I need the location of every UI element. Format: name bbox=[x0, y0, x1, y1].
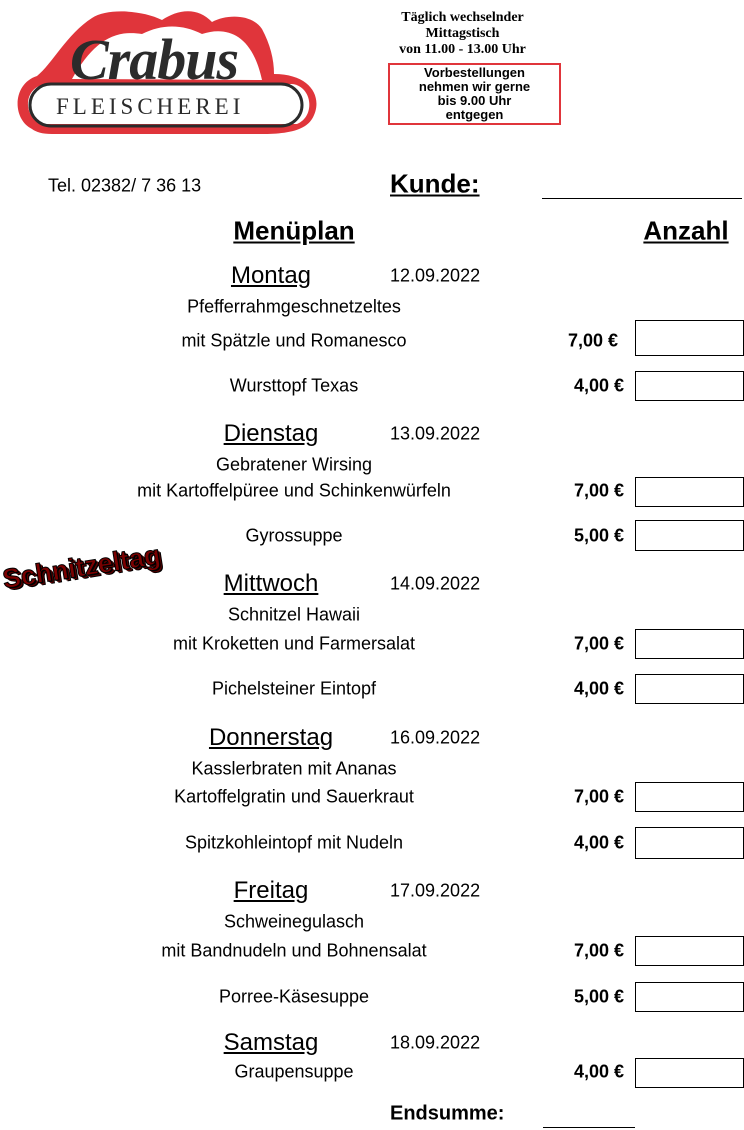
notice-line: von 11.00 - 13.00 Uhr bbox=[399, 42, 526, 57]
total-field[interactable] bbox=[543, 1127, 635, 1128]
dish-line: mit Bandnudeln und Bohnensalat bbox=[161, 940, 427, 961]
dish-line: Kasslerbraten mit Ananas bbox=[191, 758, 397, 779]
lunch-hours-notice: Täglich wechselnder Mittagstisch von 11.… bbox=[360, 10, 565, 58]
total-label: Endsumme: bbox=[390, 1102, 505, 1125]
notice-line: Täglich wechselnder bbox=[401, 10, 524, 25]
dish-line: Graupensuppe bbox=[234, 1061, 354, 1082]
dish-price: 7,00 € bbox=[573, 786, 624, 807]
dish-line: Gebratener Wirsing bbox=[215, 454, 373, 475]
day-name: Dienstag bbox=[223, 420, 319, 447]
quantity-input-box[interactable] bbox=[635, 674, 744, 704]
schnitzeltag-stamp: Schnitzeltag bbox=[0, 539, 163, 595]
quantity-input-box[interactable] bbox=[635, 477, 744, 507]
dish-price: 7,00 € bbox=[573, 633, 624, 654]
dish-line: Schweinegulasch bbox=[223, 911, 365, 932]
logo-subtext: FLEISCHEREI bbox=[56, 94, 245, 119]
dish-price: 5,00 € bbox=[573, 986, 624, 1007]
dish-price: 4,00 € bbox=[573, 678, 624, 699]
dish-line: Pfefferrahmgeschnetzeltes bbox=[187, 296, 401, 317]
day-date: 12.09.2022 bbox=[390, 265, 481, 286]
day-date: 14.09.2022 bbox=[390, 573, 481, 594]
dish-line: Gyrossuppe bbox=[245, 525, 343, 546]
day-date: 13.09.2022 bbox=[390, 423, 481, 444]
dish-price: 4,00 € bbox=[573, 375, 624, 396]
quantity-header: Anzahl bbox=[643, 215, 729, 246]
day-date: 18.09.2022 bbox=[390, 1032, 481, 1053]
quantity-input-box[interactable] bbox=[635, 782, 744, 812]
notice-line: Mittagstisch bbox=[425, 26, 500, 41]
dish-line: Pichelsteiner Eintopf bbox=[211, 678, 377, 699]
logo-text: Crabus bbox=[70, 27, 239, 92]
quantity-input-box[interactable] bbox=[635, 371, 744, 401]
dish-line: Wursttopf Texas bbox=[229, 375, 359, 396]
day-name: Donnerstag bbox=[208, 724, 334, 751]
quantity-input-box[interactable] bbox=[635, 520, 744, 551]
menu-title: Menüplan bbox=[233, 215, 355, 246]
dish-line: mit Kartoffelpüree und Schinkenwürfeln bbox=[137, 480, 451, 501]
customer-label: Kunde: bbox=[390, 168, 480, 199]
customer-name-field[interactable] bbox=[542, 198, 742, 199]
preorder-line: Vorbestellungen bbox=[424, 65, 525, 80]
dish-line: mit Spätzle und Romanesco bbox=[181, 330, 407, 351]
day-name: Mittwoch bbox=[223, 570, 319, 597]
preorder-line: nehmen wir gerne bbox=[418, 79, 531, 94]
day-date: 16.09.2022 bbox=[390, 727, 481, 748]
dish-line: mit Kroketten und Farmersalat bbox=[172, 633, 416, 654]
dish-price: 4,00 € bbox=[573, 832, 624, 853]
dish-price: 5,00 € bbox=[573, 525, 624, 546]
day-name: Samstag bbox=[223, 1029, 319, 1056]
preorder-line: bis 9.00 Uhr bbox=[437, 93, 512, 108]
dish-line: Spitzkohleintopf mit Nudeln bbox=[184, 832, 404, 853]
dish-price: 7,00 € bbox=[567, 330, 618, 351]
day-name: Montag bbox=[230, 262, 312, 289]
dish-price: 4,00 € bbox=[573, 1061, 624, 1082]
quantity-input-box[interactable] bbox=[635, 827, 744, 859]
quantity-input-box[interactable] bbox=[635, 629, 744, 659]
preorder-line: entgegen bbox=[445, 107, 504, 122]
day-date: 17.09.2022 bbox=[390, 880, 481, 901]
logo: Crabus FLEISCHEREI bbox=[12, 4, 322, 138]
day-name: Freitag bbox=[233, 877, 309, 904]
dish-line: Schnitzel Hawaii bbox=[227, 604, 361, 625]
preorder-notice: Vorbestellungen nehmen wir gerne bis 9.0… bbox=[388, 63, 561, 125]
quantity-input-box[interactable] bbox=[635, 936, 744, 966]
phone-number: Tel. 02382/ 7 36 13 bbox=[48, 175, 202, 196]
dish-price: 7,00 € bbox=[573, 940, 624, 961]
dish-line: Kartoffelgratin und Sauerkraut bbox=[174, 786, 414, 807]
quantity-input-box[interactable] bbox=[635, 982, 744, 1012]
quantity-input-box[interactable] bbox=[635, 320, 744, 356]
dish-line: Porree-Käsesuppe bbox=[218, 986, 370, 1007]
dish-price: 7,00 € bbox=[573, 480, 624, 501]
logo-graphic bbox=[17, 11, 317, 135]
quantity-input-box[interactable] bbox=[635, 1058, 744, 1088]
